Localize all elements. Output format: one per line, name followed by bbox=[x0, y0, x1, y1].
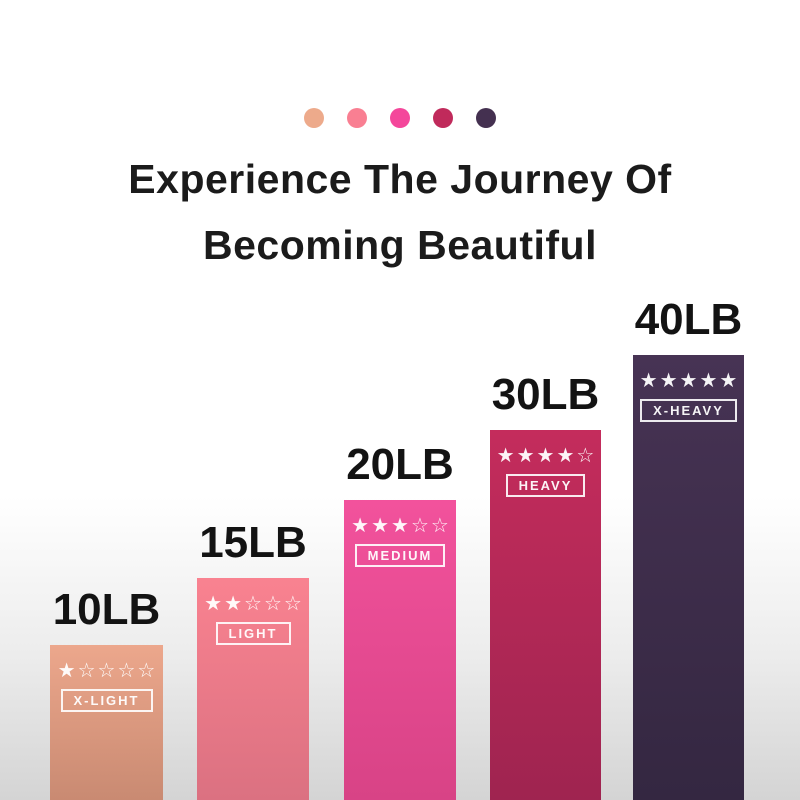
bar-weight-label: 10LB bbox=[52, 585, 161, 634]
bar-weight-label: 15LB bbox=[199, 518, 307, 567]
bar-group-10lb: 10LB ★☆☆☆☆ X-LIGHT bbox=[50, 585, 163, 800]
level-badge: X-HEAVY bbox=[640, 399, 737, 422]
bar-weight-label: 30LB bbox=[491, 370, 600, 419]
level-badge: X-LIGHT bbox=[60, 689, 153, 712]
bar-weight-label: 40LB bbox=[634, 295, 743, 344]
bar-rect-30lb: ★★★★☆ HEAVY bbox=[490, 430, 601, 800]
bar-rect-20lb: ★★★☆☆ MEDIUM bbox=[344, 500, 456, 800]
bar-group-30lb: 30LB ★★★★☆ HEAVY bbox=[490, 370, 601, 800]
star-rating: ★★☆☆☆ bbox=[204, 593, 304, 615]
level-badge: MEDIUM bbox=[354, 544, 446, 567]
star-rating: ★★★★★ bbox=[639, 370, 740, 392]
bar-group-20lb: 20LB ★★★☆☆ MEDIUM bbox=[344, 440, 456, 800]
bar-rect-10lb: ★☆☆☆☆ X-LIGHT bbox=[50, 645, 163, 800]
bar-group-15lb: 15LB ★★☆☆☆ LIGHT bbox=[197, 518, 309, 800]
palette-dot bbox=[347, 108, 367, 128]
palette-dot bbox=[433, 108, 453, 128]
page-title: Experience The Journey Of Becoming Beaut… bbox=[0, 146, 800, 278]
level-badge: HEAVY bbox=[505, 474, 586, 497]
bar-group-40lb: 40LB ★★★★★ X-HEAVY bbox=[633, 295, 744, 800]
bar-rect-40lb: ★★★★★ X-HEAVY bbox=[633, 355, 744, 800]
title-line-1: Experience The Journey Of bbox=[128, 156, 672, 202]
star-rating: ★☆☆☆☆ bbox=[57, 660, 158, 682]
palette-dot bbox=[304, 108, 324, 128]
star-rating: ★★★☆☆ bbox=[351, 515, 451, 537]
star-rating: ★★★★☆ bbox=[496, 445, 597, 467]
level-badge: LIGHT bbox=[215, 622, 291, 645]
palette-dot bbox=[476, 108, 496, 128]
bar-rect-15lb: ★★☆☆☆ LIGHT bbox=[197, 578, 309, 800]
title-line-2: Becoming Beautiful bbox=[203, 222, 597, 268]
color-palette-dots bbox=[0, 108, 800, 128]
palette-dot bbox=[390, 108, 410, 128]
bar-weight-label: 20LB bbox=[346, 440, 454, 489]
